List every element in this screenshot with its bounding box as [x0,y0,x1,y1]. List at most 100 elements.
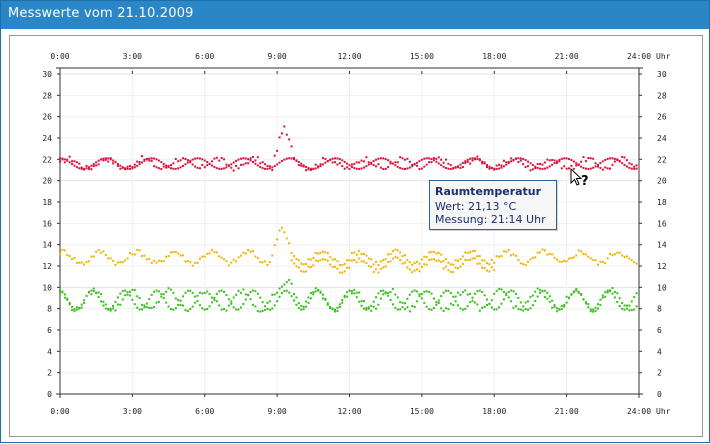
data-point [317,259,320,262]
data-point [580,160,583,163]
data-point [220,256,223,259]
data-point [527,260,530,263]
data-point [338,162,341,165]
data-point [399,258,402,261]
data-point [628,166,631,169]
data-point [266,264,269,267]
data-point [208,252,211,255]
data-point [563,157,566,160]
data-point [531,304,534,307]
data-point [83,167,86,170]
data-point [155,301,158,304]
data-point [553,305,556,308]
data-point [575,289,578,292]
data-point [198,291,201,294]
data-point [635,305,638,308]
data-point [507,160,510,163]
data-point [558,158,561,161]
data-point [232,306,235,309]
data-point [391,250,394,253]
data-point [319,251,322,254]
data-point [633,165,636,168]
data-point [435,160,438,163]
y-tick-label-right: 30 [657,70,667,79]
data-point [309,291,312,294]
data-point [440,253,443,256]
data-point [375,260,378,263]
data-point [372,270,375,273]
data-point [309,258,312,261]
data-point [432,250,435,253]
window-title: Messwerte vom 21.10.2009 [8,6,194,21]
data-point [186,159,189,162]
data-point [428,157,431,160]
data-point [594,309,597,312]
data-point [534,299,537,302]
data-point [599,298,602,301]
data-point [252,303,254,306]
data-point [483,259,486,262]
data-point [394,256,397,259]
data-point [116,261,119,264]
data-point [565,301,568,304]
y-tick-label-right: 2 [657,369,662,378]
data-point [372,160,375,163]
data-point [177,252,180,255]
data-point [198,257,201,260]
data-point [59,289,61,292]
data-point [162,260,165,263]
data-point [312,291,315,294]
data-point [447,167,450,170]
data-point [102,250,105,253]
data-point [249,157,252,160]
chart-panel [9,35,703,437]
data-point [355,161,358,164]
x-tick-label-top: 21:00 [555,52,579,61]
data-point [338,306,341,309]
data-point [609,252,612,255]
data-point [346,266,349,269]
data-point [174,250,177,253]
y-tick-label-right: 26 [657,113,667,122]
data-point [481,259,484,262]
data-point [334,157,337,160]
data-point [604,295,607,298]
data-point [295,296,298,299]
data-point [568,297,571,300]
data-point [490,306,493,309]
data-point [389,160,392,163]
data-point [87,167,90,170]
data-point [230,163,233,166]
data-point [498,287,501,290]
data-point [300,164,303,167]
data-point [73,308,76,311]
data-point [514,254,517,257]
data-point [500,302,503,305]
data-point [85,167,88,170]
data-point [582,298,585,301]
data-point [623,256,626,259]
data-point [153,290,156,293]
data-point [278,229,281,232]
data-point [519,262,522,265]
data-point [490,299,493,302]
data-point [116,162,119,165]
data-point [577,291,580,294]
data-point [514,157,517,160]
data-point [609,157,612,160]
data-point [350,163,353,166]
data-point [300,262,303,265]
data-point [264,305,267,308]
data-point [473,157,476,160]
data-point [232,169,235,172]
data-point [136,160,139,163]
data-point [80,303,83,306]
data-point [611,157,614,160]
data-point [522,305,525,308]
data-point [432,157,435,160]
data-point [471,296,474,299]
data-point [341,159,344,162]
data-point [486,262,489,265]
data-point [401,255,404,258]
data-point [78,162,81,165]
